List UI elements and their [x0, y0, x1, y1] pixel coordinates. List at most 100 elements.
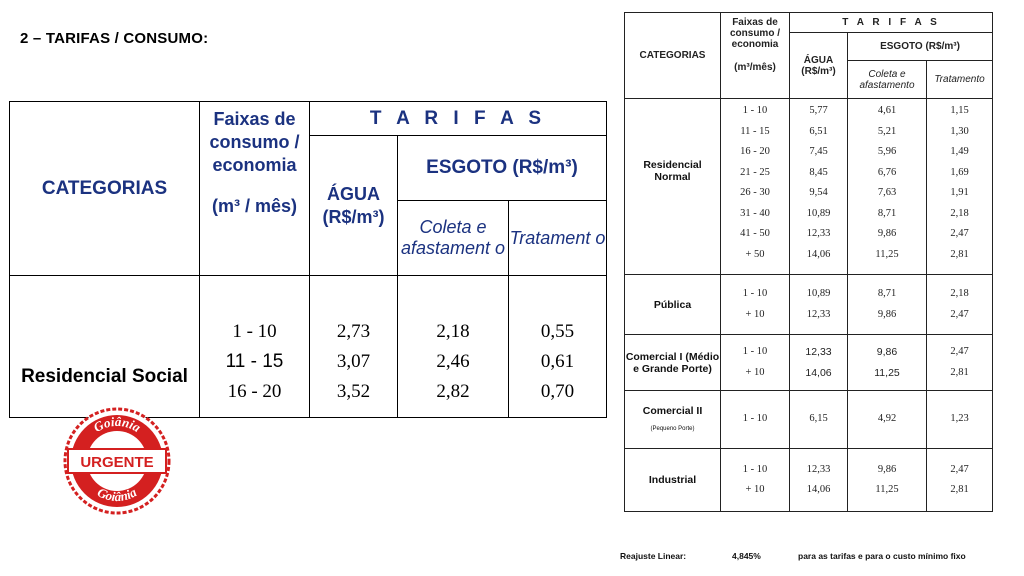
coleta-value: 11,25: [875, 484, 899, 495]
stamp-center-text: URGENTE: [80, 454, 153, 471]
coleta-value: 9,86: [876, 346, 898, 358]
coleta-value: 8,71: [877, 207, 897, 219]
coleta-value: 5,21: [877, 125, 897, 137]
faixa-value: 1 - 10: [742, 463, 768, 475]
faixa-value: 21 - 25: [740, 166, 770, 178]
tratamento-value: 2,18: [950, 288, 969, 299]
tratamento-value: 1,23: [950, 413, 969, 425]
agua-value: 14,06: [805, 366, 832, 379]
agua-value: 14,06: [806, 484, 831, 495]
coleta-value: 2,82: [436, 380, 470, 402]
tratamento-value: 1,15: [950, 105, 969, 116]
tratamento-value: 2,81: [950, 484, 969, 495]
section-title: 2 – TARIFAS / CONSUMO:: [20, 30, 209, 47]
agua-value: 3,07: [336, 350, 371, 372]
coleta-value: 8,71: [877, 288, 897, 299]
agua-value: 12,33: [805, 346, 832, 358]
faixas-cell: 1 - 10 + 10: [720, 274, 790, 335]
tratamento-value: 0,55: [540, 320, 575, 342]
tratamento-value: 2,81: [950, 248, 969, 260]
header-tarifas: T A R I F A S: [309, 101, 607, 136]
agua-cell: 6,15: [789, 390, 848, 449]
urgente-stamp-icon: Goiânia URGENTE Goiânia: [63, 407, 171, 515]
tratamento-value: 1,30: [950, 125, 969, 137]
footer-text: para as tarifas e para o custo mínimo fi…: [798, 551, 966, 561]
header-faixas-unit: (m³/mês): [734, 62, 776, 73]
faixa-value: + 50: [745, 248, 765, 260]
left-tariff-table: CATEGORIAS Faixas de consumo / economia …: [9, 101, 607, 418]
faixa-value: 1 - 10: [232, 320, 277, 342]
table-row: Industrial 1 - 10 + 10 12,33 14,06 9,86 …: [624, 448, 994, 512]
table-row: Residencial Normal 1 - 10 11 - 15 16 - 2…: [624, 98, 994, 275]
coleta-value: 2,46: [436, 350, 470, 372]
faixa-value: 16 - 20: [227, 380, 282, 402]
faixa-value: 16 - 20: [740, 146, 770, 157]
header-agua: ÁGUA (R$/m³): [309, 135, 398, 276]
coleta-cell: 2,18 2,46 2,82: [397, 275, 509, 418]
coleta-cell: 4,92: [847, 390, 927, 449]
header-tratamento: Tratament o: [508, 200, 607, 276]
agua-value: 6,15: [809, 413, 828, 425]
faixa-value: 26 - 30: [740, 187, 770, 198]
footer-label: Reajuste Linear:: [620, 551, 687, 561]
coleta-value: 9,86: [877, 308, 897, 320]
faixas-cell: 1 - 10: [720, 390, 790, 449]
coleta-value: 7,63: [877, 187, 897, 198]
header-esgoto: ESGOTO (R$/m³): [397, 135, 607, 201]
header-faixas: Faixas de consumo / economia (m³ / mês): [199, 101, 310, 276]
faixas-cell: 1 - 10 11 - 15 16 - 20: [199, 275, 310, 418]
agua-cell: 12,33 14,06: [789, 334, 848, 391]
coleta-cell: 8,71 9,86: [847, 274, 927, 335]
agua-value: 2,73: [336, 320, 371, 342]
coleta-value: 4,61: [877, 105, 897, 116]
header-coleta: Coleta e afastament o: [397, 200, 509, 276]
header-faixas: Faixas de consumo / economia (m³/mês): [720, 12, 790, 99]
coleta-value: 9,86: [877, 463, 897, 475]
tratamento-value: 2,47: [950, 463, 969, 475]
tratamento-value: 2,18: [950, 207, 969, 219]
faixas-cell: 1 - 10 11 - 15 16 - 20 21 - 25 26 - 30 3…: [720, 98, 790, 275]
faixas-cell: 1 - 10 + 10: [720, 334, 790, 391]
agua-value: 6,51: [809, 125, 828, 137]
agua-value: 5,77: [809, 105, 828, 116]
category-comercial-ii: Comercial II (Pequeno Porte): [624, 390, 721, 449]
agua-cell: 2,73 3,07 3,52: [309, 275, 398, 418]
tratamento-cell: 0,55 0,61 0,70: [508, 275, 607, 418]
category-industrial: Industrial: [624, 448, 721, 512]
header-esgoto: ESGOTO (R$/m³): [846, 32, 994, 61]
faixa-value: 11 - 15: [225, 350, 284, 372]
tratamento-cell: 2,18 2,47: [925, 274, 994, 335]
tratamento-value: 2,81: [950, 366, 969, 378]
tratamento-value: 1,49: [950, 146, 969, 157]
category-label: Comercial II: [642, 404, 703, 417]
faixa-value: 1 - 10: [742, 346, 768, 357]
coleta-value: 4,92: [877, 413, 897, 425]
coleta-value: 5,96: [877, 146, 897, 157]
agua-value: 8,45: [809, 166, 828, 178]
agua-value: 10,89: [806, 207, 831, 219]
coleta-cell: 4,61 5,21 5,96 6,76 7,63 8,71 9,86 11,25: [847, 98, 927, 275]
header-tarifas: T A R I F A S: [788, 12, 994, 33]
header-faixas-label: Faixas de consumo / economia: [209, 109, 300, 175]
tratamento-value: 2,47: [950, 228, 969, 239]
agua-value: 12,33: [806, 308, 831, 320]
category-note: (Pequeno Porte): [650, 425, 695, 432]
agua-value: 14,06: [806, 248, 831, 260]
faixa-value: 1 - 10: [742, 105, 768, 116]
faixa-value: + 10: [745, 484, 765, 495]
tratamento-cell: 2,47 2,81: [925, 448, 994, 512]
agua-cell: 10,89 12,33: [789, 274, 848, 335]
tratamento-value: 0,70: [540, 380, 575, 402]
svg-text:Goiânia: Goiânia: [95, 484, 139, 504]
category-comercial-i: Comercial I (Médio e Grande Porte): [624, 334, 721, 391]
table-row: Comercial II (Pequeno Porte) 1 - 10 6,15…: [624, 390, 994, 449]
coleta-cell: 9,86 11,25: [847, 334, 927, 391]
agua-value: 12,33: [806, 228, 831, 239]
faixa-value: 1 - 10: [742, 288, 768, 299]
header-categorias: CATEGORIAS: [9, 101, 200, 276]
coleta-cell: 9,86 11,25: [847, 448, 927, 512]
tratamento-value: 2,47: [950, 346, 969, 357]
header-categorias: CATEGORIAS: [624, 12, 721, 99]
tratamento-value: 1,69: [950, 166, 969, 178]
header-tratamento: Tratamento: [925, 60, 994, 99]
